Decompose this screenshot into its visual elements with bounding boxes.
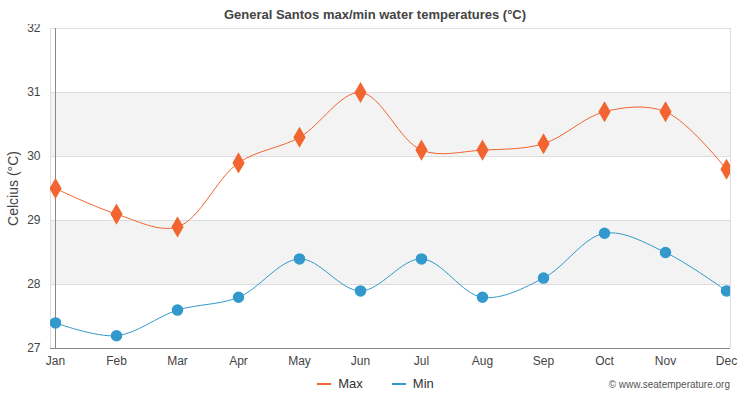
svg-text:29: 29 bbox=[27, 213, 41, 227]
html-text:Max: Max bbox=[338, 376, 363, 391]
svg-text:Dec: Dec bbox=[716, 354, 737, 368]
svg-text:Oct: Oct bbox=[595, 354, 614, 368]
svg-text:Feb: Feb bbox=[106, 354, 127, 368]
svg-text:Celcius (°C): Celcius (°C) bbox=[5, 151, 21, 226]
svg-text:Jun: Jun bbox=[351, 354, 370, 368]
svg-text:Sep: Sep bbox=[533, 354, 555, 368]
svg-text:Nov: Nov bbox=[655, 354, 676, 368]
svg-text:30: 30 bbox=[27, 149, 41, 163]
svg-text:28: 28 bbox=[27, 277, 41, 291]
html-text:Min: Min bbox=[412, 376, 434, 391]
svg-text:Jan: Jan bbox=[46, 354, 65, 368]
svg-text:Jul: Jul bbox=[414, 354, 429, 368]
html-text:General Santos max/min water t: General Santos max/min water temperature… bbox=[223, 7, 527, 22]
svg-text:31: 31 bbox=[27, 85, 41, 99]
svg-text:Mar: Mar bbox=[167, 354, 188, 368]
svg-text:Aug: Aug bbox=[472, 354, 493, 368]
html-text:© www.seatemperature.org: © www.seatemperature.org bbox=[608, 379, 730, 390]
svg-text:27: 27 bbox=[27, 341, 41, 355]
svg-text:May: May bbox=[288, 354, 311, 368]
svg-text:32: 32 bbox=[27, 24, 41, 35]
svg-text:Apr: Apr bbox=[229, 354, 248, 368]
